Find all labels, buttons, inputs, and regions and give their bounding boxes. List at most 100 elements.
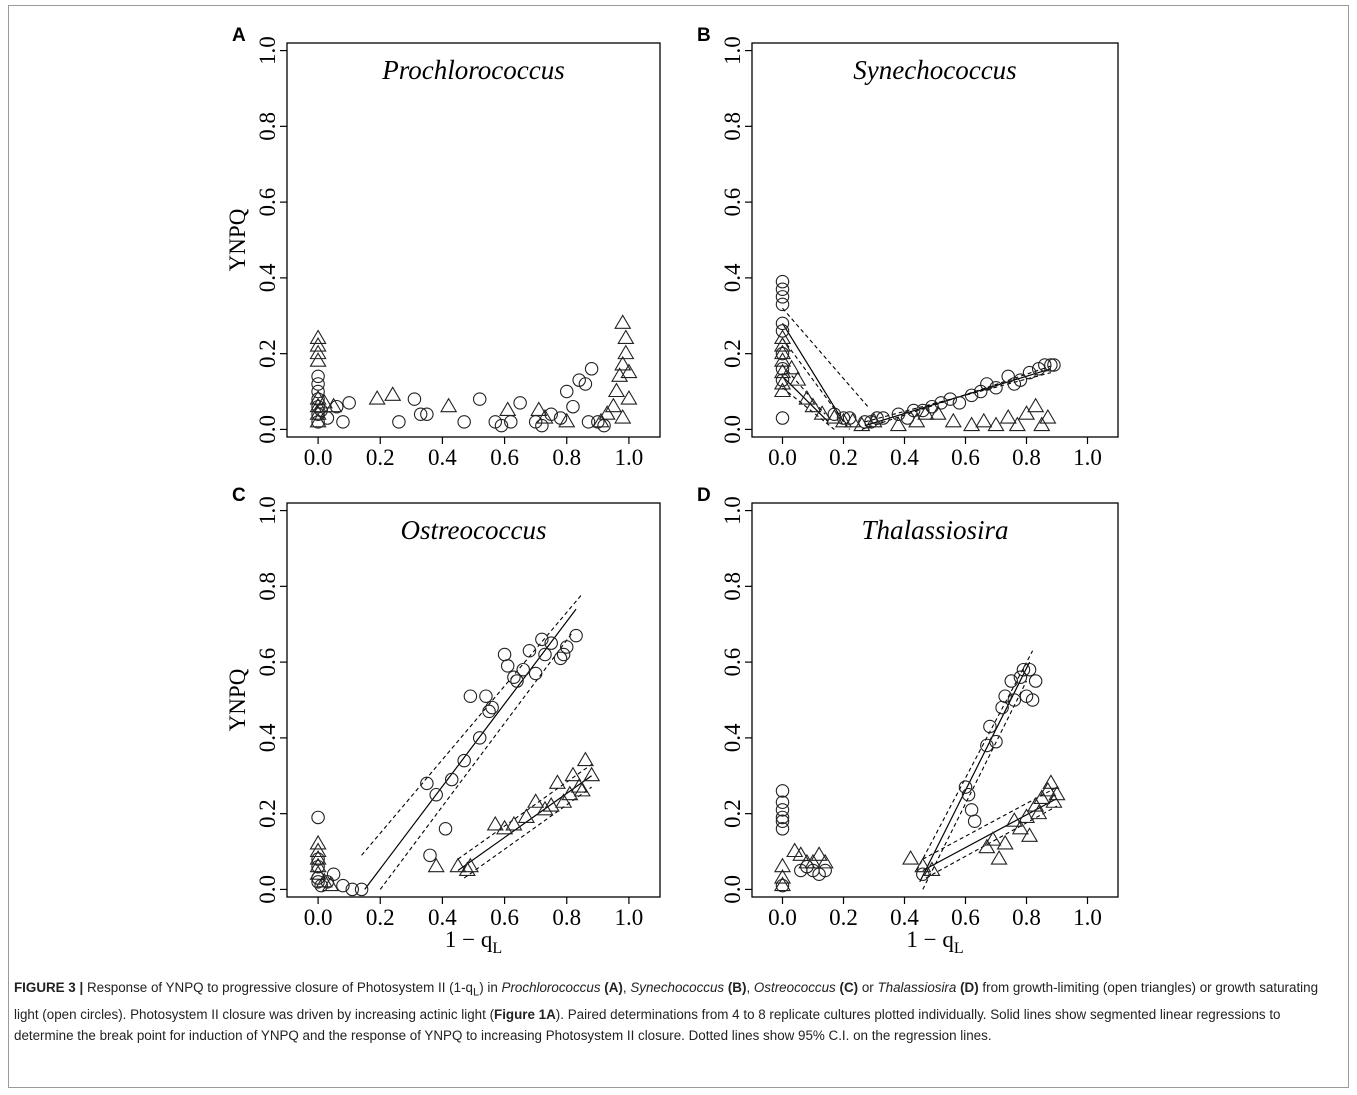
figure-caption: FIGURE 3 | Response of YNPQ to progressi… (14, 980, 1319, 1043)
data-point-triangle (505, 815, 523, 831)
data-point-circle (775, 878, 790, 893)
data-point-triangle (810, 846, 828, 861)
data-point-circle (775, 795, 790, 810)
data-point-triangle (1020, 827, 1039, 842)
data-point-triangle (999, 408, 1017, 424)
data-point-triangle (486, 815, 504, 831)
caption-text-3: from growth-limiting (open triangles) or… (14, 980, 1319, 1022)
x-tick-label: 0.0 (304, 445, 333, 470)
x-tick-label: 0.4 (890, 905, 919, 930)
y-tick-label: 0.4 (255, 723, 280, 752)
panel-letter: B (697, 25, 711, 46)
x-tick-label: 0.2 (366, 445, 395, 470)
data-point-triangle (309, 842, 327, 858)
caption-or: or (858, 980, 878, 995)
data-point-triangle (1042, 774, 1060, 789)
data-point-triangle (1045, 793, 1063, 808)
regression-line (782, 375, 829, 423)
data-point-circle (463, 689, 478, 703)
y-tick-label: 0.4 (255, 263, 280, 292)
data-point-triangle (458, 861, 476, 876)
data-point-circle (581, 415, 596, 429)
data-point-circle (989, 734, 1003, 749)
data-point-circle (916, 867, 930, 882)
data-point-circle (544, 407, 558, 422)
data-point-circle (438, 822, 453, 836)
y-tick-label: 0.6 (720, 648, 745, 677)
caption-ref-b: (B) (727, 980, 747, 995)
data-point-circle (958, 780, 973, 794)
x-tick-label: 0.8 (1012, 905, 1041, 930)
confidence-line (379, 631, 574, 890)
data-point-circle (472, 392, 487, 406)
caption-text-4: ). Paired determinations from 4 to 8 rep… (14, 1006, 1281, 1043)
data-point-circle (311, 871, 325, 885)
data-point-triangle (598, 405, 616, 420)
data-point-triangle (834, 412, 853, 428)
data-point-circle (1025, 693, 1040, 707)
data-point-circle (311, 369, 325, 384)
data-point-triangle (583, 766, 601, 782)
data-point-triangle (561, 785, 579, 801)
data-point-circle (345, 882, 360, 897)
data-point-circle (504, 415, 518, 429)
confidence-line (361, 593, 583, 856)
data-point-triangle (902, 850, 920, 865)
data-point-circle (457, 753, 471, 768)
y-tick-label: 0.0 (720, 415, 745, 444)
data-point-triangle (1033, 789, 1051, 805)
data-point-triangle (783, 359, 801, 375)
caption-figure-link[interactable]: Figure 1A (494, 1006, 556, 1022)
data-point-triangle (978, 838, 996, 854)
data-point-triangle (1033, 416, 1051, 432)
x-axis-label: 1 − qL (445, 927, 502, 957)
data-point-circle (497, 647, 512, 662)
data-point-triangle (1005, 812, 1023, 827)
y-tick-label: 0.2 (720, 799, 745, 828)
data-point-circle (535, 632, 549, 647)
data-point-circle (311, 859, 325, 874)
data-point-circle (354, 882, 369, 897)
caption-ref-d: (D) (960, 980, 979, 995)
data-point-circle (876, 411, 890, 425)
data-point-circle (311, 399, 325, 414)
data-point-triangle (963, 416, 981, 432)
data-point-triangle (773, 374, 792, 390)
data-point-circle (584, 362, 599, 376)
data-point-circle (925, 399, 939, 414)
data-point-circle (311, 852, 325, 866)
data-point-circle (479, 689, 493, 703)
confidence-line (922, 680, 1027, 890)
caption-prochlorococcus: Prochlorococcus (501, 980, 601, 995)
confidence-line (782, 307, 869, 408)
data-point-circle (998, 689, 1012, 703)
data-point-circle (983, 719, 997, 734)
data-point-triangle (804, 397, 822, 413)
x-tick-label: 0.4 (428, 905, 457, 930)
data-point-circle (407, 392, 422, 406)
data-point-circle (1022, 365, 1037, 380)
data-point-triangle (309, 834, 327, 850)
data-point-triangle (1039, 781, 1057, 797)
data-point-circle (934, 396, 948, 410)
regression-line (364, 608, 577, 890)
x-tick-label: 0.8 (552, 445, 581, 470)
x-tick-label: 0.0 (304, 905, 333, 930)
data-point-triangle (773, 857, 792, 873)
data-point-triangle (309, 850, 327, 865)
data-point-triangle (773, 336, 792, 352)
data-point-circle (311, 377, 325, 391)
x-tick-label: 0.6 (951, 445, 980, 470)
data-point-circle (556, 647, 571, 662)
x-tick-label: 0.2 (829, 445, 858, 470)
y-tick-label: 1.0 (255, 36, 280, 65)
y-axis-label: YNPQ (225, 208, 250, 271)
data-point-triangle (617, 344, 635, 360)
data-point-triangle (1008, 416, 1026, 432)
data-point-circle (311, 407, 325, 422)
data-point-circle (420, 776, 434, 791)
data-point-triangle (789, 371, 807, 386)
caption-ostreococcus: Ostreococcus (753, 980, 836, 995)
data-point-triangle (573, 781, 591, 797)
data-point-circle (818, 863, 832, 878)
